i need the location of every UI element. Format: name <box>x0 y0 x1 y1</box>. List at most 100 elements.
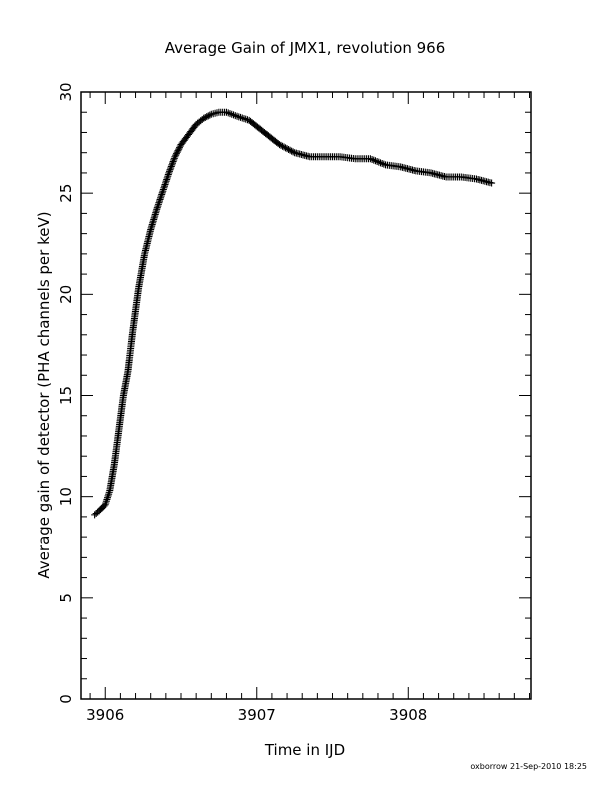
data-point <box>104 494 112 502</box>
y-tick-label: 25 <box>57 184 75 203</box>
y-tick-labels: 0 5 10 15 20 25 30 <box>57 82 75 703</box>
data-point <box>153 204 161 212</box>
data-point <box>156 197 164 205</box>
data-point <box>159 185 167 193</box>
data-point <box>162 177 170 185</box>
data-point <box>378 159 386 167</box>
data-point <box>206 111 214 119</box>
data-point <box>154 200 162 208</box>
footer-credit: oxborrow 21-Sep-2010 18:25 <box>470 762 587 771</box>
data-point <box>164 171 172 179</box>
data-point <box>167 164 175 172</box>
data-point <box>222 108 230 116</box>
data-point <box>165 169 173 177</box>
data-point <box>153 205 161 213</box>
data-point <box>370 156 378 164</box>
data-point <box>283 145 291 153</box>
data-point <box>373 157 381 165</box>
data-point <box>488 179 496 187</box>
data-point <box>160 184 168 192</box>
data-point <box>163 176 171 184</box>
data-point <box>159 187 167 195</box>
data-point <box>160 182 168 190</box>
data-point <box>174 147 182 155</box>
data-point <box>366 155 374 163</box>
data-point <box>224 109 232 117</box>
y-tick-label: 30 <box>57 82 75 101</box>
data-point <box>158 190 166 198</box>
data-point <box>285 145 293 153</box>
x-tick-label: 3907 <box>238 706 276 724</box>
data-point <box>105 490 113 498</box>
data-point <box>158 189 166 197</box>
data-point <box>168 161 176 169</box>
data-point <box>100 502 108 510</box>
data-point <box>376 159 384 167</box>
data-point <box>167 162 175 170</box>
data-point <box>170 154 178 162</box>
data-point <box>172 150 180 158</box>
plot-frame <box>80 91 532 700</box>
data-point <box>172 151 180 159</box>
data-point <box>163 174 171 182</box>
data-point <box>102 497 110 505</box>
data-point <box>228 110 236 118</box>
data-point <box>203 113 211 121</box>
data-point <box>105 488 113 496</box>
y-axis-label: Average gain of detector (PHA channels p… <box>35 211 53 578</box>
data-point <box>289 148 297 156</box>
data-point <box>165 167 173 175</box>
data-point <box>157 194 165 202</box>
data-point <box>230 111 238 119</box>
x-axis-label: Time in IJD <box>264 741 345 759</box>
data-point <box>375 158 383 166</box>
y-tick-label: 15 <box>57 386 75 405</box>
data-point <box>170 156 178 164</box>
data-point <box>171 153 179 161</box>
x-tick-labels: 3906 3907 3908 <box>86 706 427 724</box>
data-point <box>169 158 177 166</box>
data-point <box>175 144 183 152</box>
data-point <box>204 112 212 120</box>
data-point <box>169 159 177 167</box>
data-point <box>380 160 388 168</box>
data-point <box>156 195 164 203</box>
x-tick-label: 3906 <box>86 706 124 724</box>
data-point <box>164 172 172 180</box>
data-point <box>175 145 183 153</box>
data-point <box>200 114 208 122</box>
data-point <box>282 144 290 152</box>
data-point <box>161 181 169 189</box>
data-point <box>279 142 287 150</box>
data-point <box>155 199 163 207</box>
data-point <box>154 202 162 210</box>
data-point <box>226 110 234 118</box>
data-point <box>166 166 174 174</box>
tick-marks <box>81 91 531 700</box>
data-point <box>235 113 243 121</box>
data-point <box>371 157 379 165</box>
data-point <box>286 146 294 154</box>
data-point <box>240 115 248 123</box>
data-point <box>101 501 109 509</box>
data-point <box>242 115 250 123</box>
data-point <box>238 114 246 122</box>
y-tick-label: 10 <box>57 487 75 506</box>
data-point <box>368 155 376 163</box>
data-point <box>102 499 110 507</box>
y-tick-label: 5 <box>57 593 75 603</box>
data-point <box>231 112 239 120</box>
data-point <box>243 116 251 124</box>
data-point <box>104 492 112 500</box>
y-tick-label: 0 <box>57 694 75 704</box>
data-point <box>237 113 245 121</box>
data-point <box>201 113 209 121</box>
x-tick-label: 3908 <box>389 706 427 724</box>
data-point <box>173 148 181 156</box>
data-point <box>288 147 296 155</box>
data-point <box>157 192 165 200</box>
data-point <box>162 179 170 187</box>
data-points <box>91 108 496 519</box>
y-tick-label: 20 <box>57 285 75 304</box>
